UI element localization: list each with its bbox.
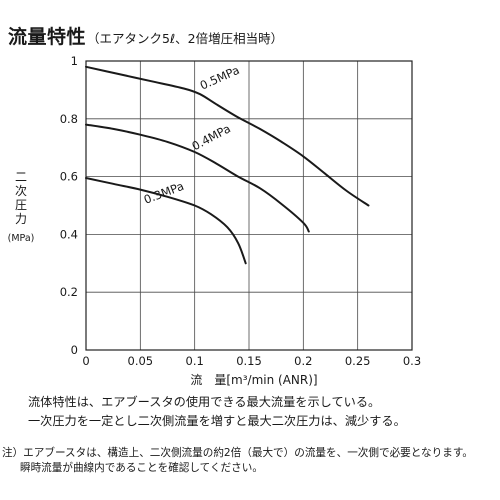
series-line-0-5mpa — [85, 65, 370, 207]
y-tick-label: 1 — [71, 54, 78, 68]
footnote: 注）エアブースタは、構造上、二次側流量の約2倍（最大で）の流量を、一次側で必要と… — [2, 446, 473, 476]
x-tick-label: 0.25 — [345, 354, 371, 368]
footnote-line: 注）エアブースタは、構造上、二次側流量の約2倍（最大で）の流量を、一次側で必要と… — [2, 447, 473, 459]
x-tick-label: 0.1 — [186, 354, 204, 368]
y-axis-label-char: 次 — [14, 184, 27, 198]
y-tick-label: 0.2 — [60, 285, 78, 299]
y-axis-unit: (MPa) — [7, 233, 35, 244]
y-tick-label: 0 — [71, 343, 78, 357]
x-tick-label: 0 — [82, 354, 89, 368]
footnote-line: 瞬時流量が曲線内であることを確認してください。 — [20, 462, 263, 474]
series-label: 0.3MPa — [142, 179, 186, 207]
y-tick-label: 0.4 — [60, 227, 78, 241]
y-axis-label-char: 二 — [14, 170, 27, 184]
series-line-0-4mpa — [85, 123, 310, 233]
chart-notes: 流体特性は、エアブースタの使用できる最大流量を示している。 一次圧力を一定とし二… — [28, 393, 406, 431]
x-tick-label: 0.3 — [403, 354, 421, 368]
y-axis-label: 二次圧力 (MPa) — [4, 170, 38, 246]
chart-title-main: 流量特性 — [8, 26, 87, 48]
y-axis-label-char: 圧 — [14, 198, 27, 212]
series-label: 0.5MPa — [198, 63, 242, 93]
series-line-0-3mpa — [85, 177, 247, 265]
y-tick-label: 0.6 — [60, 170, 78, 184]
note-line: 一次圧力を一定とし二次側流量を増すと最大二次圧力は、減少する。 — [28, 414, 406, 428]
series-label: 0.4MPa — [190, 121, 233, 153]
y-axis-label-text: 二次圧力 — [4, 170, 38, 226]
note-line: 流体特性は、エアブースタの使用できる最大流量を示している。 — [28, 395, 381, 409]
y-axis-label-char: 力 — [14, 212, 27, 226]
chart-title-sub: （エアタンク5ℓ、2倍増圧相当時） — [87, 31, 284, 46]
x-tick-label: 0.05 — [128, 354, 154, 368]
chart-title: 流量特性（エアタンク5ℓ、2倍増圧相当時） — [8, 22, 283, 49]
x-tick-label: 0.15 — [236, 354, 262, 368]
x-axis-label: 流 量[m³/min (ANR)] — [190, 373, 318, 387]
y-tick-label: 0.8 — [60, 112, 78, 126]
x-tick-label: 0.2 — [294, 354, 312, 368]
plot-area-frame — [85, 60, 413, 351]
